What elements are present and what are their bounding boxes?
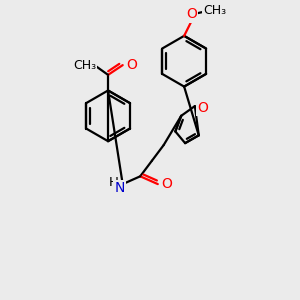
Text: H: H bbox=[109, 176, 119, 189]
Text: CH₃: CH₃ bbox=[73, 58, 96, 72]
Text: O: O bbox=[126, 58, 137, 72]
Text: N: N bbox=[115, 181, 125, 195]
Text: O: O bbox=[161, 177, 172, 191]
Text: O: O bbox=[197, 101, 208, 115]
Text: CH₃: CH₃ bbox=[203, 4, 226, 17]
Text: O: O bbox=[187, 8, 197, 21]
